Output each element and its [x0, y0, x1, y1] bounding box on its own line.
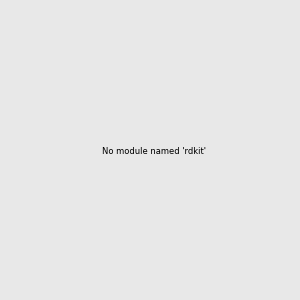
Text: No module named 'rdkit': No module named 'rdkit': [102, 147, 206, 156]
